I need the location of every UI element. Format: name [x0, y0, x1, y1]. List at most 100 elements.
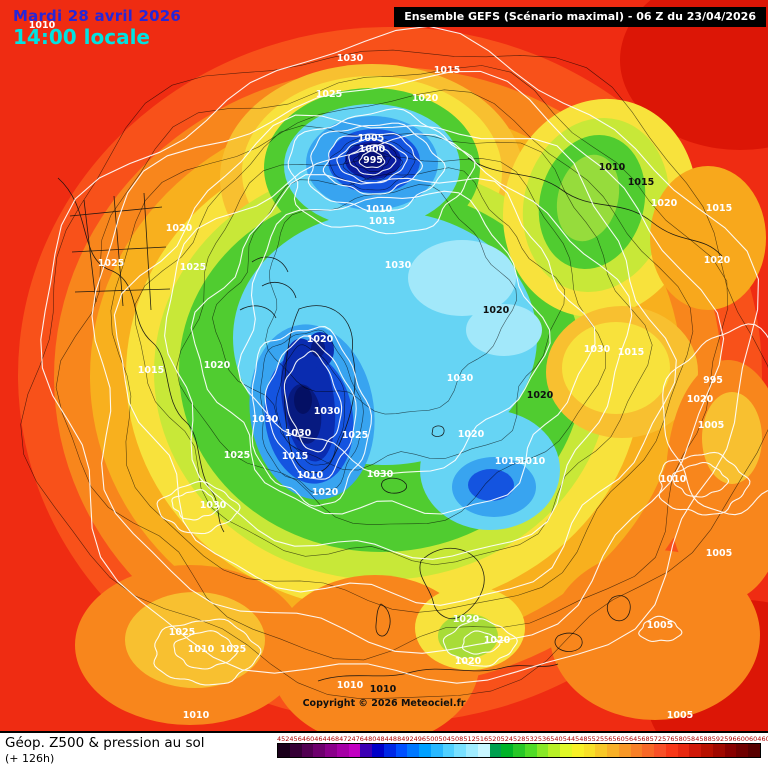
pressure-label: 1020 [307, 334, 334, 345]
model-run-banner: Ensemble GEFS (Scénario maximal) - 06 Z … [394, 7, 766, 27]
pressure-label: 1015 [369, 216, 395, 227]
pressure-label: 1030 [285, 428, 312, 439]
colorbar-value: 516 [475, 735, 489, 743]
colorbar-value: 512 [463, 735, 476, 743]
colorbar-value: 600 [736, 735, 750, 743]
colorbar-value: 528 [513, 735, 526, 743]
pressure-label: 1010 [297, 470, 324, 481]
isobar-line [461, 630, 501, 655]
colorbar-swatch [501, 744, 513, 757]
height-contour-line [353, 147, 391, 172]
pressure-label: 1030 [200, 500, 227, 511]
pressure-label: 1020 [483, 305, 510, 316]
pressure-label: 1025 [180, 262, 206, 273]
colorbar-swatch [419, 744, 431, 757]
pressure-label: 1015 [434, 65, 460, 76]
pressure-label: 1015 [495, 456, 521, 467]
colorbar-swatch [712, 744, 725, 757]
colorbar-value: 456 [289, 735, 302, 743]
colorbar-swatch [513, 744, 525, 757]
colorbar-swatch [560, 744, 572, 757]
local-time-label: 14:00 locale [13, 25, 150, 49]
isobar-line [40, 25, 759, 684]
pressure-label: 1020 [704, 255, 731, 266]
coastlines [57, 157, 723, 682]
isobar-line [173, 630, 238, 670]
colorbar-value: 552 [587, 735, 600, 743]
colorbar-swatch [654, 744, 666, 757]
colorbar-value: 536 [537, 735, 551, 743]
legend-footer: Géop. Z500 & pression au sol (+ 126h) 45… [0, 731, 768, 768]
map-area: 1010 1030 1025 1015 1020 1005 1000 995 1010 1015 1… [0, 0, 768, 731]
pressure-label: 1030 [252, 414, 279, 425]
isobar-line [638, 615, 683, 642]
colorbar-swatches [277, 743, 761, 758]
colorbar-value: 464 [314, 735, 327, 743]
pressure-label: 1020 [527, 390, 554, 401]
pressure-label: 1010 [660, 474, 687, 485]
pressure-label: 1010 [366, 204, 393, 215]
pressure-label: 1005 [647, 620, 673, 631]
pressure-label: 1030 [314, 406, 341, 417]
height-contour-line [275, 344, 346, 466]
pressure-labels: 1010103010251015102010051000995101010151… [29, 20, 732, 721]
pressure-label: 1010 [188, 644, 215, 655]
colorbar-value: 560 [612, 735, 625, 743]
pressure-label: 1020 [412, 93, 439, 104]
colorbar-value: 572 [649, 735, 663, 743]
height-contour-line [20, 49, 768, 700]
pressure-label: 1030 [447, 373, 474, 384]
colorbar-value: 468 [326, 735, 340, 743]
colorbar-swatch [301, 744, 314, 757]
colorbar-swatch [630, 744, 643, 757]
pressure-label: 1025 [98, 258, 124, 269]
height-contour-line [260, 329, 364, 494]
colorbar-value: 524 [500, 735, 514, 743]
isobar-line [287, 107, 476, 235]
isobar-line [322, 133, 424, 195]
pressure-label: 1025 [224, 450, 250, 461]
colorbar-swatch [536, 744, 549, 757]
colorbar-value: 488 [388, 735, 402, 743]
pressure-label: 1015 [628, 177, 654, 188]
colorbar-swatch [360, 744, 372, 757]
colorbar-swatch [595, 744, 607, 757]
pressure-label: 1005 [358, 133, 384, 144]
parameter-title: Géop. Z500 & pression au sol [5, 735, 205, 751]
colorbar-value: 540 [550, 735, 563, 743]
pressure-label: 1030 [584, 344, 611, 355]
colorbar-swatch [313, 744, 325, 757]
isobar-line [672, 461, 730, 498]
pressure-label: 1020 [204, 360, 231, 371]
colorbar-swatch [665, 744, 678, 757]
colorbar-value: 452 [277, 735, 290, 743]
isobar-line [442, 618, 518, 667]
copyright-text: Copyright © 2026 Meteociel.fr [302, 698, 466, 709]
height-contour-line [176, 155, 606, 526]
pressure-label: 1025 [169, 627, 195, 638]
colorbar-swatch [466, 744, 478, 757]
geopotential-colorbar: 452 456 460 464 468 472 476 480 484 488 492 496 500 5… [277, 735, 768, 758]
forecast-lead-time: (+ 126h) [5, 752, 55, 765]
pressure-label: 1030 [337, 53, 364, 64]
isobar-line [658, 451, 751, 516]
pressure-label: 1025 [220, 644, 246, 655]
isobar-line [237, 190, 551, 475]
color-field [0, 0, 768, 731]
pressure-label: 1010 [370, 684, 397, 695]
colorbar-swatch [618, 744, 631, 757]
pressure-label: 1020 [687, 394, 714, 405]
colorbar-value: 544 [562, 735, 576, 743]
height-contour-line [265, 184, 518, 415]
colorbar-value: 492 [401, 735, 414, 743]
colorbar-value: 500 [426, 735, 439, 743]
colorbar-value: 504 [438, 735, 451, 743]
colorbar-swatch [442, 744, 455, 757]
colorbar-swatch [383, 744, 396, 757]
colorbar-swatch [325, 744, 337, 757]
pressure-label: 1005 [667, 710, 693, 721]
isobar-line [153, 618, 262, 686]
pressure-label: 995 [703, 375, 723, 386]
colorbar-value: 568 [637, 735, 650, 743]
